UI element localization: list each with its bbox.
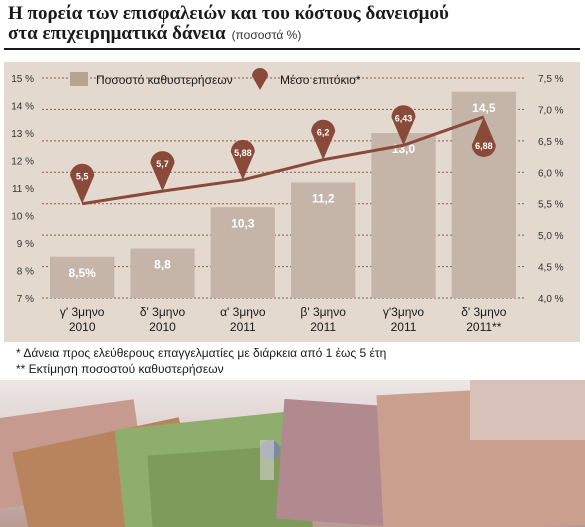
line-marker	[230, 139, 255, 180]
series-line	[81, 115, 485, 206]
right-tick-label: 6,5 %	[538, 137, 564, 148]
line-marker	[391, 105, 416, 146]
bar-value-label: 10,3	[231, 216, 255, 230]
right-tick-label: 5,0 %	[538, 231, 564, 242]
legend-swatch-bars	[70, 72, 88, 86]
line-value-label: 6,43	[395, 113, 413, 123]
bar	[50, 256, 115, 298]
bar-value-label: 14,5	[472, 101, 496, 115]
left-tick-label: 12 %	[11, 157, 34, 168]
right-tick-label: 5,5 %	[538, 200, 564, 211]
title-rule	[4, 48, 580, 50]
footnote-2: ** Εκτίμηση ποσοστού καθυστερήσεων	[16, 362, 224, 376]
legend-label-bars: Ποσοστό καθυστερήσεων	[96, 73, 233, 87]
bar	[291, 182, 356, 298]
category-label-line1: γ' 3μηνο	[60, 305, 105, 319]
line-marker	[70, 163, 95, 204]
category-label-line2: 2010	[149, 320, 176, 334]
footnote-1: * Δάνεια προς ελεύθερους επαγγελματίες μ…	[16, 346, 387, 360]
line-marker	[150, 151, 175, 192]
category-label-line1: β' 3μηνο	[300, 305, 346, 319]
right-tick-label: 7,0 %	[538, 105, 564, 116]
footnotes: * Δάνεια προς ελεύθερους επαγγελματίες μ…	[16, 345, 386, 377]
chart-title: Η πορεία των επισφαλειών και του κόστους…	[8, 4, 578, 45]
line-value-label: 5,5	[76, 172, 89, 182]
right-tick-label: 7,5 %	[538, 74, 564, 85]
line-marker	[311, 119, 336, 160]
left-tick-label: 10 %	[11, 212, 34, 223]
title-line-2: στα επιχειρηματικά δάνεια (ποσοστά %)	[8, 24, 578, 45]
right-tick-label: 4,5 %	[538, 263, 564, 274]
bar	[371, 133, 436, 298]
left-tick-label: 11 %	[12, 184, 34, 195]
left-tick-label: 13 %	[11, 129, 34, 140]
bar-value-label: 8,8	[154, 258, 171, 272]
left-tick-label: 14 %	[11, 102, 34, 113]
category-label-line1: δ' 3μηνο	[461, 305, 507, 319]
right-tick-label: 6,0 %	[538, 168, 564, 179]
chart-svg: 15 % 14 % 13 % 12 % 11 % 10 % 9 % 8 % 7 % 7,5 % 7,…	[11, 68, 564, 334]
title-line-2-text: στα επιχειρηματικά δάνεια	[8, 23, 226, 44]
unit-label: (ποσοστά %)	[231, 28, 302, 42]
title-line-1: Η πορεία των επισφαλειών και του κόστους…	[8, 3, 449, 24]
category-label-line1: α' 3μηνο	[220, 305, 266, 319]
category-label-line2: 2010	[69, 320, 96, 334]
line-value-label: 6,88	[475, 141, 493, 151]
category-label-line2: 2011	[391, 320, 417, 334]
legend-label-line: Μέσο επιτόκιο*	[280, 73, 361, 87]
bar-value-label: 8,5%	[68, 266, 96, 280]
category-label-line2: 2011	[230, 320, 256, 334]
left-tick-label: 15 %	[11, 74, 34, 85]
bar	[210, 207, 275, 298]
euro-banknotes-illustration	[0, 380, 585, 527]
left-tick-label: 8 %	[17, 267, 34, 278]
euro-banknotes-photo	[0, 380, 585, 527]
bar	[130, 248, 195, 298]
legend-marker-line	[252, 68, 268, 90]
bar-value-label: 11,2	[312, 192, 335, 206]
category-label-line2: 2011**	[466, 320, 501, 334]
line-value-label: 5,88	[234, 148, 252, 158]
category-label-line1: γ'3μηνο	[383, 305, 425, 319]
right-tick-label: 4,0 %	[538, 294, 564, 305]
left-tick-label: 9 %	[17, 239, 34, 250]
line-value-label: 6,2	[317, 128, 330, 138]
category-label-line1: δ' 3μηνο	[140, 305, 186, 319]
category-label-line2: 2011	[310, 320, 336, 334]
line-value-label: 5,7	[156, 159, 169, 169]
left-tick-label: 7 %	[17, 294, 34, 305]
line-marker	[471, 116, 496, 157]
